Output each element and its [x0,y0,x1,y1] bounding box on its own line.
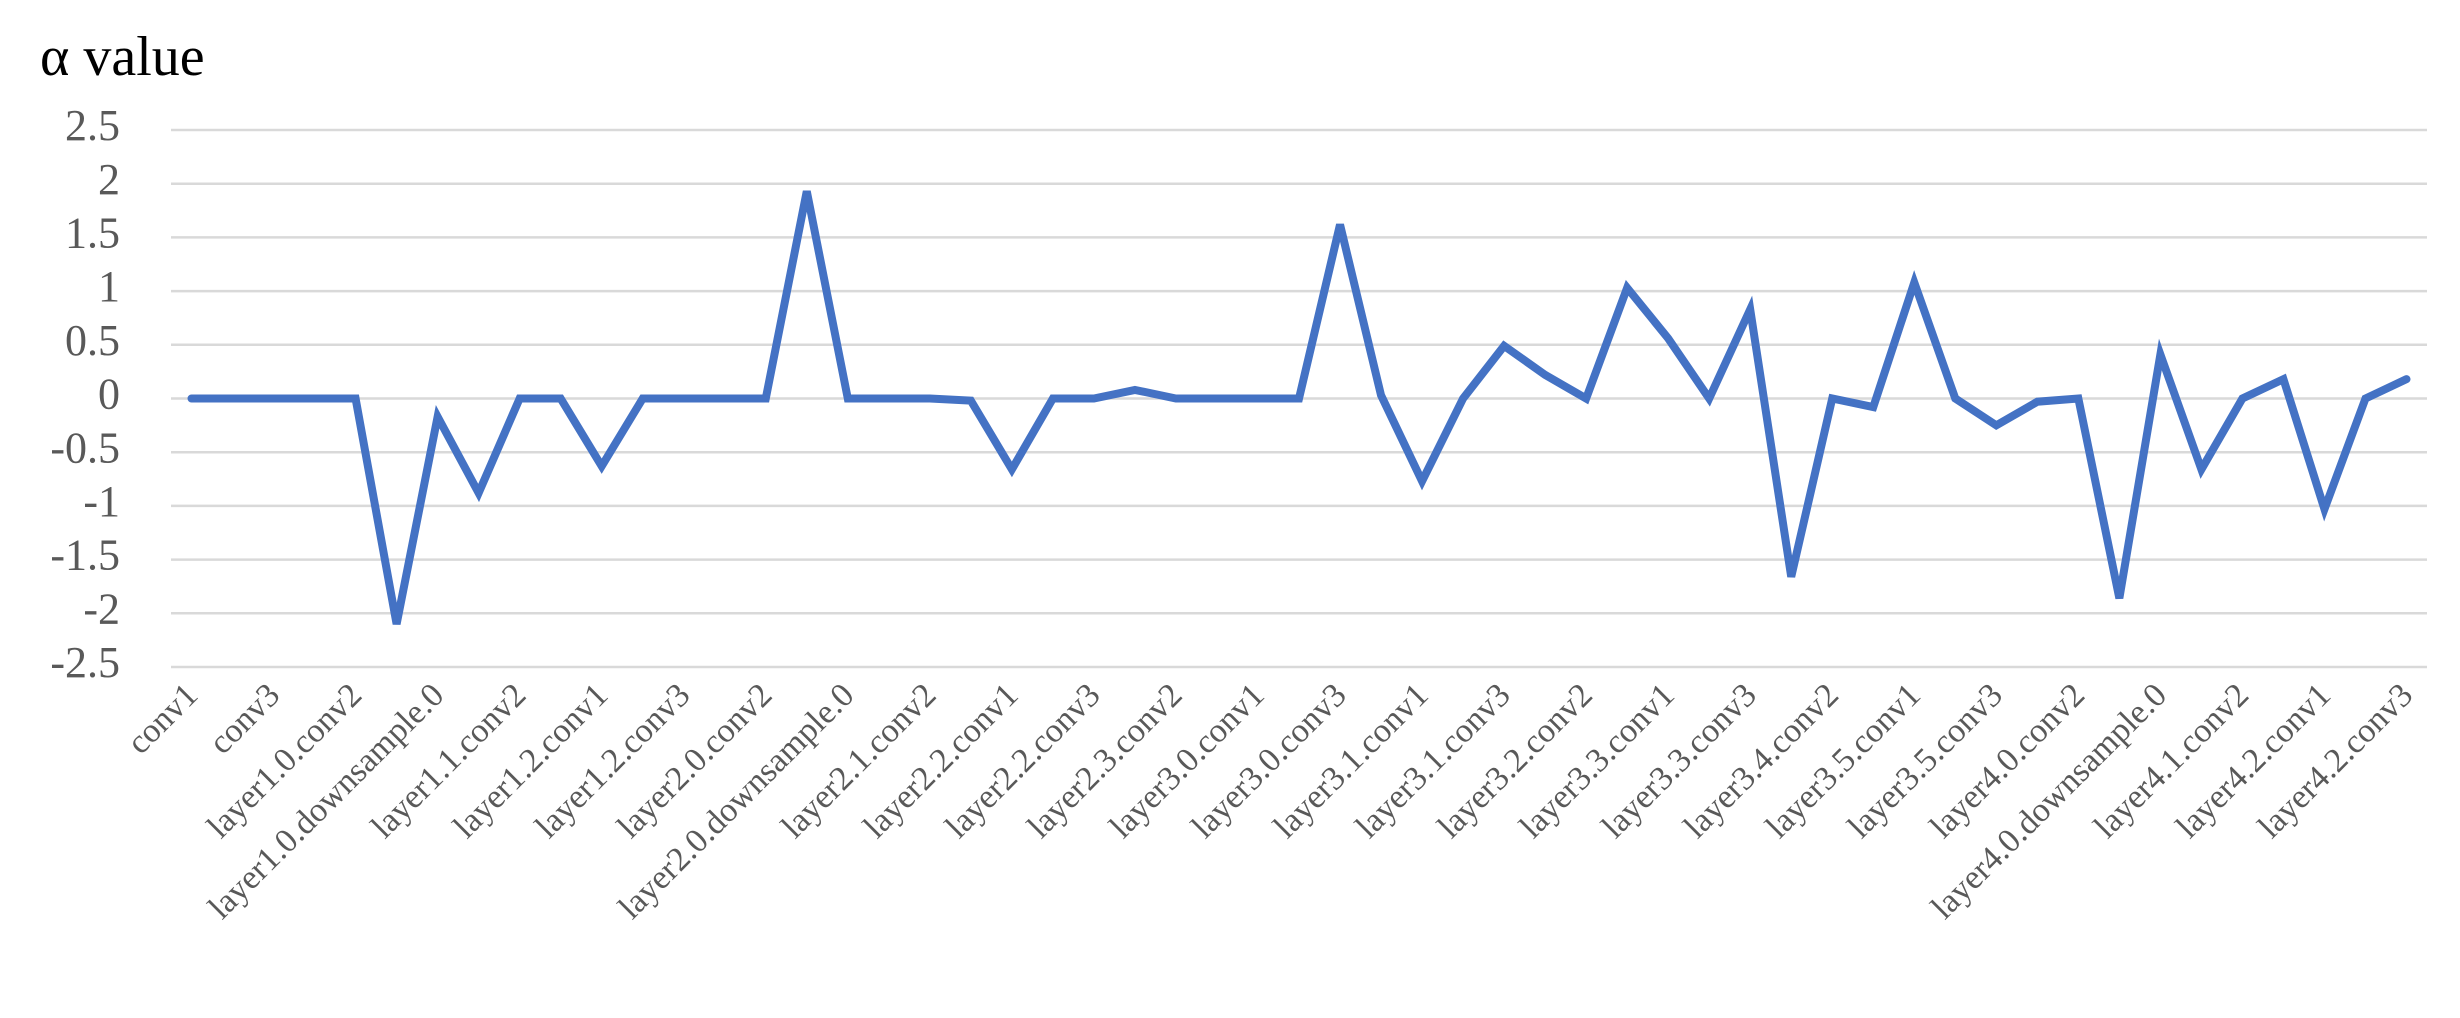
y-tick-label: -1 [83,477,120,526]
y-tick-label: 2.5 [65,101,120,150]
y-tick-label: 0 [98,370,120,419]
y-tick-label: 0.5 [65,316,120,365]
y-tick-label: 2 [98,155,120,204]
y-tick-label: -1.5 [50,531,120,580]
y-tick-label: -0.5 [50,423,120,472]
x-tick-label: conv1 [120,676,205,761]
y-tick-label: -2.5 [50,638,120,687]
data-line [187,190,2411,625]
chart-title: α value [40,26,205,88]
y-tick-label: -2 [83,584,120,633]
y-tick-label: 1 [98,262,120,311]
y-tick-label: 1.5 [65,208,120,257]
